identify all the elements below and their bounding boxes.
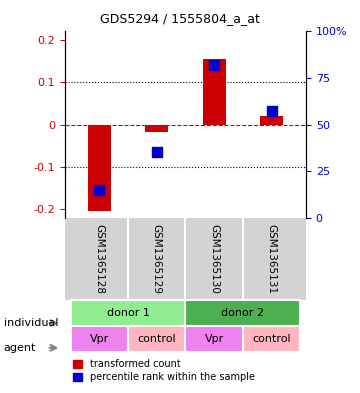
Text: individual: individual [4,318,58,328]
FancyBboxPatch shape [71,299,185,325]
FancyBboxPatch shape [185,325,243,352]
Text: control: control [138,334,176,343]
FancyBboxPatch shape [185,299,300,325]
Bar [260,116,283,125]
Bar [203,59,226,125]
Text: GSM1365128: GSM1365128 [94,224,104,294]
Text: donor 2: donor 2 [221,308,264,318]
Text: GSM1365130: GSM1365130 [209,224,219,294]
FancyBboxPatch shape [71,325,128,352]
Text: GDS5294 / 1555804_a_at: GDS5294 / 1555804_a_at [100,12,260,25]
Text: Vpr: Vpr [90,334,109,343]
Text: agent: agent [4,343,36,353]
Text: GSM1365129: GSM1365129 [152,224,162,294]
Text: Vpr: Vpr [204,334,224,343]
Bar [145,125,168,132]
Point [211,62,217,68]
Point [96,187,102,193]
Point [269,108,274,115]
Legend: transformed count, percentile rank within the sample: transformed count, percentile rank withi… [70,356,258,385]
Text: donor 1: donor 1 [107,308,149,318]
FancyBboxPatch shape [243,325,300,352]
Bar [88,125,111,211]
Point [154,149,159,156]
FancyBboxPatch shape [128,325,185,352]
Text: GSM1365131: GSM1365131 [266,224,276,294]
Text: control: control [252,334,291,343]
